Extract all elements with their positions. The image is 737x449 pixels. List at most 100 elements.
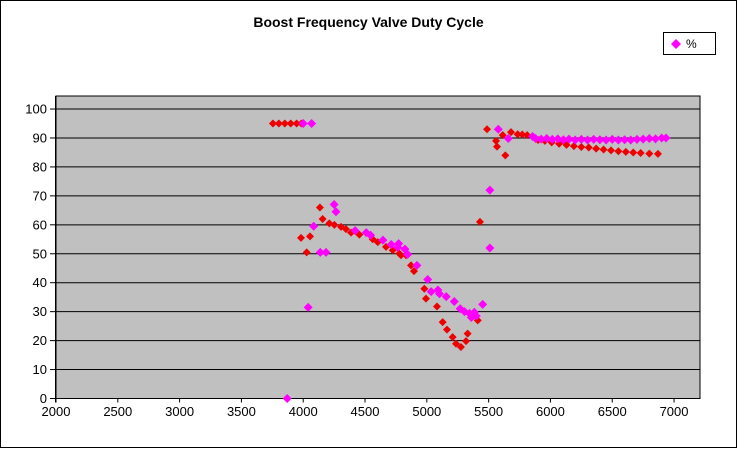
data-point [426,287,436,297]
data-point [558,135,568,145]
data-point [448,333,457,342]
data-point [432,302,441,311]
data-point [315,247,325,257]
plot-area [55,95,701,399]
chart-title: Boost Frequency Valve Duty Cycle [253,14,484,30]
x-tick-label: 2000 [42,404,71,419]
data-point [412,260,422,270]
data-point [542,134,552,144]
y-tick-label: 80 [33,159,47,174]
data-point [421,294,430,303]
data-point [350,226,360,236]
data-point [576,134,586,144]
data-point [483,125,492,134]
data-point [274,119,283,128]
data-point [318,215,327,224]
data-point [475,217,484,226]
data-point [315,203,324,212]
data-point [292,119,301,128]
data-point [449,297,459,307]
data-point [386,240,396,249]
data-point [409,267,418,276]
data-point [547,134,557,144]
data-point [302,248,311,257]
data-point [456,342,465,351]
data-point [569,142,578,151]
data-point [478,299,488,309]
data-point [321,247,331,257]
data-point [420,284,429,293]
x-tick-label: 7000 [660,404,689,419]
x-tick-label: 5000 [412,404,441,419]
y-tick-label: 0 [40,391,47,406]
data-point [601,135,611,145]
data-point [513,130,522,139]
data-point [394,239,404,249]
data-point [438,318,447,327]
data-point [423,275,433,285]
data-point [626,135,636,145]
legend: % [663,32,716,55]
data-point [493,142,502,151]
x-tick-label: 3500 [227,404,256,419]
y-tick-label: 100 [25,102,47,117]
data-point [366,230,376,240]
x-tick-label: 6000 [536,404,565,419]
data-point [331,207,341,217]
data-point [503,134,513,144]
data-point [280,119,289,128]
data-point [485,243,495,253]
x-tick-label: 5500 [474,404,503,419]
data-point [584,143,593,152]
x-tick-label: 6500 [598,404,627,419]
data-point [636,149,645,158]
y-tick-label: 20 [33,333,47,348]
data-point [613,135,623,145]
data-point [564,134,574,144]
data-point [434,289,444,299]
legend-diamond-icon [671,38,681,49]
y-tick-label: 50 [33,246,47,261]
data-point [645,149,654,158]
data-point [498,131,507,140]
data-point [303,302,313,312]
data-point [341,225,350,234]
x-tick-label: 4000 [289,404,318,419]
data-point [282,394,292,403]
data-point [451,339,460,348]
data-point [620,135,630,145]
data-point [536,134,546,144]
x-tick-label: 4500 [351,404,380,419]
y-tick-label: 60 [33,217,47,232]
data-point [589,134,599,144]
data-point [329,200,339,210]
data-point [531,134,541,144]
data-point [462,337,471,346]
data-point [607,134,617,144]
x-tick-label: 3000 [165,404,194,419]
y-tick-label: 30 [33,304,47,319]
y-tick-label: 70 [33,188,47,203]
data-point [471,311,481,321]
legend-label: % [686,36,697,51]
data-point [632,134,642,144]
data-point [309,221,319,231]
data-point [607,146,616,155]
data-point [592,144,601,153]
data-point [268,119,277,128]
data-point [644,134,654,144]
data-point [653,149,662,158]
data-point [378,235,388,245]
data-point [651,134,661,144]
data-point [638,134,648,144]
data-point [286,119,295,128]
data-point [403,249,413,259]
data-point [629,148,638,157]
data-point [396,251,405,260]
data-point [570,135,580,145]
data-point [583,135,593,145]
data-point [485,185,495,195]
data-point [298,119,308,128]
data-point [442,325,451,334]
